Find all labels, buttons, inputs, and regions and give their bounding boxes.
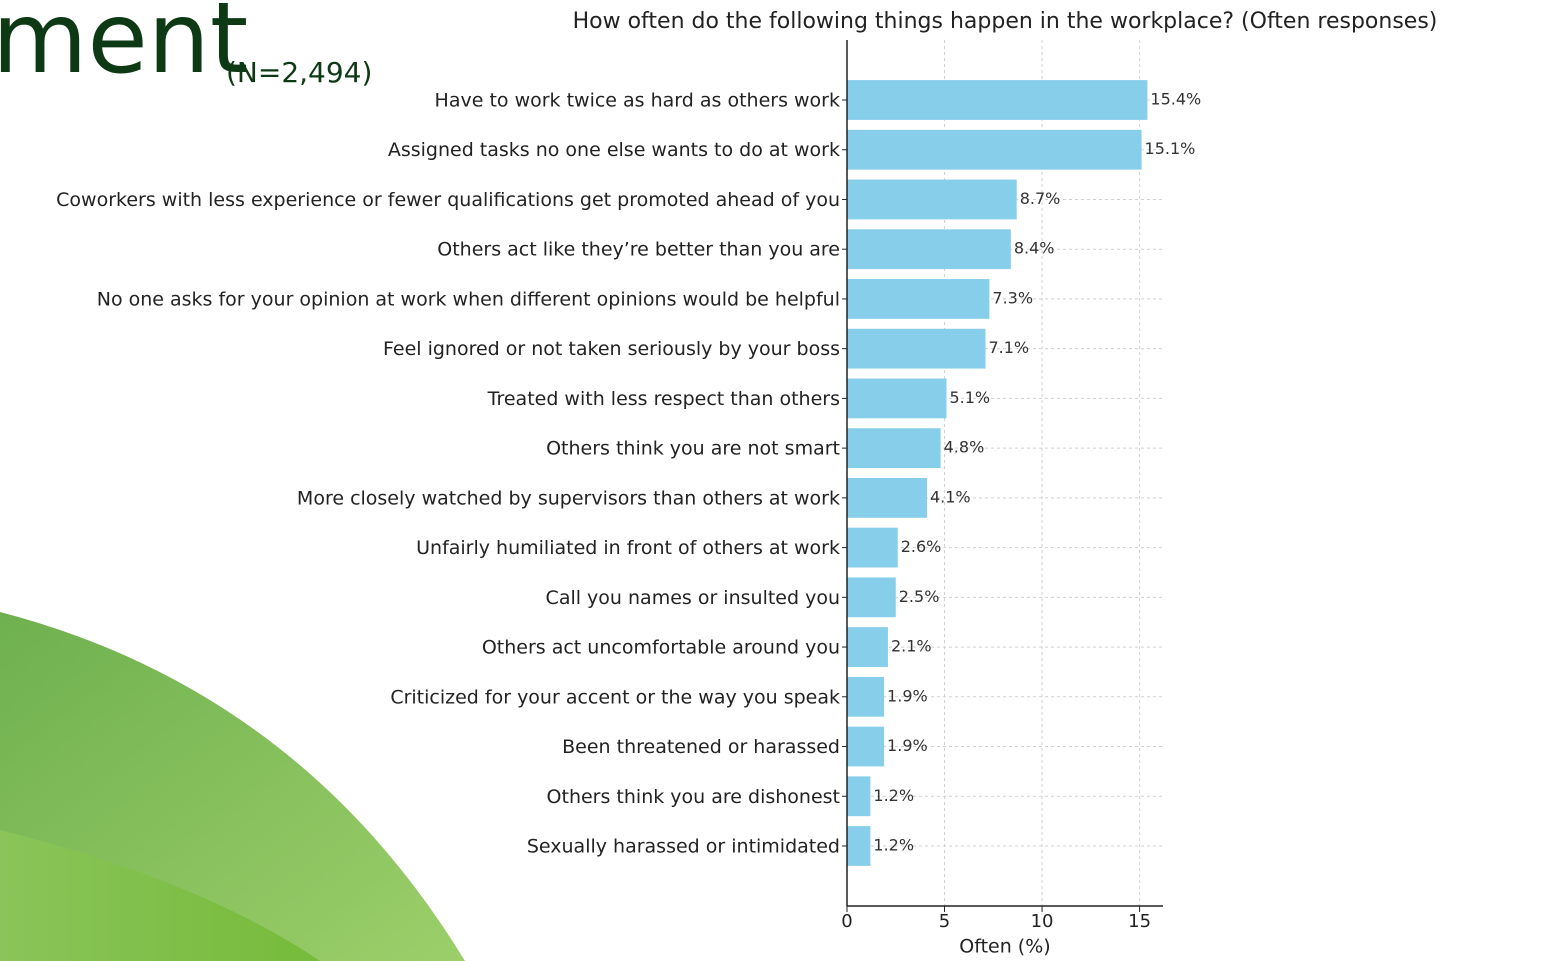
x-axis-label: Often (%) bbox=[959, 936, 1050, 958]
y-tick-label: Sexually harassed or intimidated bbox=[527, 836, 840, 858]
y-tick-label: No one asks for your opinion at work whe… bbox=[97, 288, 840, 310]
bar bbox=[847, 826, 871, 866]
value-label: 2.6% bbox=[901, 537, 942, 556]
value-label: 2.1% bbox=[891, 637, 932, 656]
value-label: 1.9% bbox=[887, 736, 928, 755]
bar bbox=[847, 229, 1011, 270]
value-label: 7.1% bbox=[988, 338, 1029, 357]
y-tick-label: Unfairly humiliated in front of others a… bbox=[416, 537, 840, 559]
value-label: 2.5% bbox=[899, 587, 940, 606]
y-tick-label: Call you names or insulted you bbox=[546, 587, 840, 609]
slide-title: ment bbox=[0, 0, 248, 96]
bar bbox=[847, 726, 885, 767]
value-label: 4.1% bbox=[930, 487, 971, 506]
value-label: 1.9% bbox=[887, 686, 928, 705]
sample-note: (N=2,494) bbox=[226, 56, 372, 89]
y-tick-label: Others think you are dishonest bbox=[547, 786, 840, 808]
chart-title: How often do the following things happen… bbox=[573, 9, 1438, 34]
x-tick-label: 0 bbox=[841, 911, 852, 932]
value-label: 1.2% bbox=[873, 836, 914, 855]
value-label: 5.1% bbox=[949, 388, 990, 407]
value-label: 4.8% bbox=[944, 438, 985, 457]
bar bbox=[847, 776, 871, 817]
y-tick-label: Criticized for your accent or the way yo… bbox=[390, 686, 840, 708]
bar bbox=[847, 179, 1017, 220]
value-label: 1.2% bbox=[873, 786, 914, 805]
y-tick-label: More closely watched by supervisors than… bbox=[297, 487, 840, 509]
y-tick-label: Been threatened or harassed bbox=[562, 736, 840, 758]
y-tick-label: Assigned tasks no one else wants to do a… bbox=[388, 139, 840, 161]
bar bbox=[847, 428, 941, 469]
bar bbox=[847, 577, 896, 618]
bar bbox=[847, 378, 947, 419]
bar bbox=[847, 676, 885, 717]
x-tick-label: 5 bbox=[939, 911, 950, 932]
bar bbox=[847, 627, 888, 667]
y-tick-label: Others think you are not smart bbox=[546, 438, 840, 460]
y-tick-label: Coworkers with less experience or fewer … bbox=[56, 189, 840, 211]
bar bbox=[847, 279, 990, 319]
x-tick-label: 10 bbox=[1031, 911, 1054, 932]
bar bbox=[847, 477, 927, 518]
value-label: 7.3% bbox=[992, 288, 1033, 307]
y-tick-label: Others act uncomfortable around you bbox=[482, 637, 840, 659]
value-label: 8.4% bbox=[1014, 239, 1055, 258]
y-tick-label: Feel ignored or not taken seriously by y… bbox=[383, 338, 840, 360]
bar bbox=[847, 527, 898, 568]
value-label: 15.1% bbox=[1145, 139, 1196, 158]
decor-wave bbox=[0, 830, 320, 961]
y-tick-label: Treated with less respect than others bbox=[487, 388, 840, 410]
value-label: 8.7% bbox=[1020, 189, 1061, 208]
bar bbox=[847, 80, 1148, 120]
y-tick-label: Others act like they’re better than you … bbox=[437, 239, 840, 261]
bar bbox=[847, 328, 986, 369]
value-label: 15.4% bbox=[1150, 90, 1201, 109]
y-tick-label: Have to work twice as hard as others wor… bbox=[435, 90, 840, 112]
bar bbox=[847, 129, 1142, 170]
x-tick-label: 15 bbox=[1128, 911, 1151, 932]
